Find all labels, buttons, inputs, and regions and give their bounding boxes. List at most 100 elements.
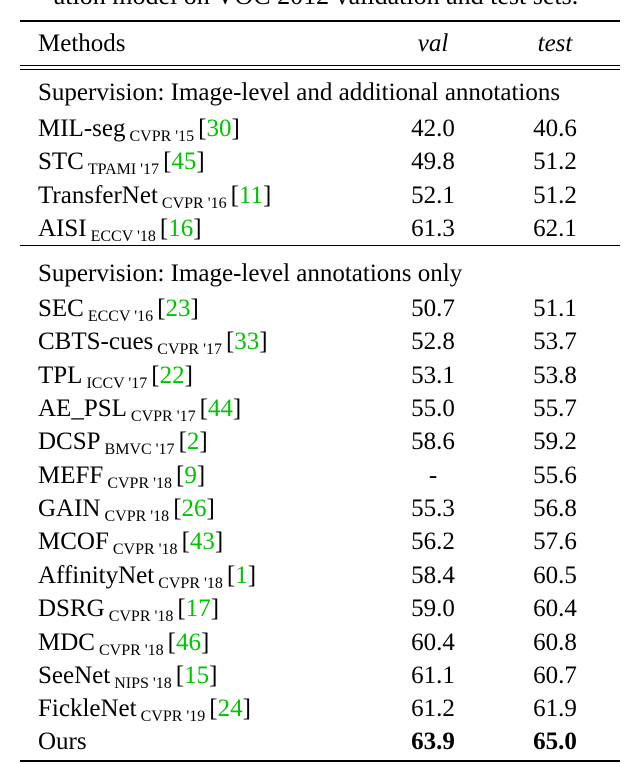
table-row: AISI ECCV '18 [16] 61.3 62.1 xyxy=(38,212,618,245)
table-row: GAIN CVPR '18 [26] 55.3 56.8 xyxy=(38,492,618,525)
test-cell: 57.6 xyxy=(533,528,577,556)
citation-link[interactable]: 43 xyxy=(189,528,215,556)
val-cell: 42.0 xyxy=(411,115,455,142)
venue-subscript: TPAMI '17 xyxy=(87,161,160,179)
method-cell: TPL ICCV '17 [22] xyxy=(38,359,193,395)
cite-open-bracket: [ xyxy=(176,461,185,489)
cite-close-bracket: ] xyxy=(262,181,272,209)
header-row: Methods val test xyxy=(38,27,618,60)
method-cell: AISI ECCV '18 [16] xyxy=(38,212,202,248)
val-cell: 55.0 xyxy=(411,395,455,423)
method-name: CBTS-cues xyxy=(38,328,154,356)
method-name: DCSP xyxy=(38,428,101,456)
method-name: STC xyxy=(38,148,84,176)
venue-subscript: CVPR '18 xyxy=(158,574,223,592)
bottom-rule xyxy=(20,760,620,762)
method-name: DSRG xyxy=(38,595,105,623)
val-cell: 60.4 xyxy=(411,628,455,656)
venue-subscript: CVPR '15 xyxy=(129,128,195,145)
val-cell: 61.1 xyxy=(411,661,455,689)
cite-open-bracket: [ xyxy=(167,628,176,656)
cite-open-bracket: [ xyxy=(163,148,172,176)
venue-subscript: CVPR '17 xyxy=(130,408,196,426)
top-rule xyxy=(20,20,620,22)
method-name: MEFF xyxy=(38,461,104,489)
table-row: STC TPAMI '17 [45] 49.8 51.2 xyxy=(38,145,618,178)
cite-close-bracket: ] xyxy=(242,695,251,723)
cite-open-bracket: [ xyxy=(177,595,186,623)
citation-link[interactable]: 33 xyxy=(234,328,260,356)
citation-link[interactable]: 1 xyxy=(235,561,248,589)
header-double-rule-bottom xyxy=(20,69,620,70)
cite-close-bracket: ] xyxy=(190,295,199,322)
cite-close-bracket: ] xyxy=(196,148,205,176)
method-name: TPL xyxy=(38,361,83,389)
method-cell: MEFF CVPR '18 [9] xyxy=(38,459,205,495)
citation-link[interactable]: 9 xyxy=(184,461,197,489)
method-cell: DSRG CVPR '18 [17] xyxy=(38,592,219,628)
cite-close-bracket: ] xyxy=(206,495,215,523)
val-cell: 52.8 xyxy=(411,328,455,356)
method-cell: MDC CVPR '18 [46] xyxy=(38,626,209,662)
method-cell: AE_PSL CVPR '17 [44] xyxy=(38,392,241,428)
test-cell: 53.8 xyxy=(533,361,577,389)
method-cell: MIL-seg CVPR '15 [30] xyxy=(38,112,240,148)
val-cell: 61.3 xyxy=(411,215,455,243)
citation-link[interactable]: 24 xyxy=(217,695,243,723)
ours-test: 65.0 xyxy=(533,728,577,755)
test-cell: 40.6 xyxy=(533,115,577,142)
citation-link[interactable]: 45 xyxy=(171,148,197,176)
citation-link[interactable]: 30 xyxy=(206,115,232,142)
table-row: DCSP BMVC '17 [2] 58.6 59.2 xyxy=(38,425,618,458)
test-cell: 61.9 xyxy=(533,695,577,723)
cite-close-bracket: ] xyxy=(184,361,193,389)
citation-link[interactable]: 23 xyxy=(165,295,191,322)
cite-open-bracket: [ xyxy=(225,328,235,356)
method-name: SEC xyxy=(38,295,84,322)
method-cell: SEC ECCV '16 [23] xyxy=(38,292,199,328)
citation-link[interactable]: 11 xyxy=(238,181,263,209)
test-cell: 51.2 xyxy=(533,148,577,176)
method-name: MDC xyxy=(38,628,95,656)
citation-link[interactable]: 15 xyxy=(184,661,210,689)
table-row: DSRG CVPR '18 [17] 59.0 60.4 xyxy=(38,592,618,625)
test-cell: 51.1 xyxy=(533,295,577,322)
test-cell: 53.7 xyxy=(533,328,577,356)
citation-link[interactable]: 22 xyxy=(159,361,185,389)
table-row: CBTS-cues CVPR '17 [33] 52.8 53.7 xyxy=(38,325,618,358)
val-cell: 53.1 xyxy=(411,361,455,389)
table-row: TransferNet CVPR '16 [11] 52.1 51.2 xyxy=(38,179,618,212)
section-title-additional: Supervision: Image-level and additional … xyxy=(38,79,561,106)
method-name: AE_PSL xyxy=(38,395,127,423)
venue-subscript: ICCV '17 xyxy=(86,374,148,392)
method-cell: FickleNet CVPR '19 [24] xyxy=(38,692,251,728)
method-name: SeeNet xyxy=(38,661,111,689)
citation-link[interactable]: 16 xyxy=(168,215,194,243)
table-row: AE_PSL CVPR '17 [44] 55.0 55.7 xyxy=(38,392,618,425)
cite-close-bracket: ] xyxy=(199,428,208,456)
cite-open-bracket: [ xyxy=(230,181,239,209)
method-cell: TransferNet CVPR '16 [11] xyxy=(38,179,271,215)
cite-close-bracket: ] xyxy=(247,561,257,589)
val-cell: 50.7 xyxy=(411,295,455,322)
header-val: val xyxy=(417,30,449,57)
cite-close-bracket: ] xyxy=(200,628,210,656)
cite-close-bracket: ] xyxy=(232,395,242,423)
section-title-image-only: Supervision: Image-level annotations onl… xyxy=(38,260,463,287)
method-name: MCOF xyxy=(38,528,109,556)
citation-link[interactable]: 26 xyxy=(181,495,207,523)
citation-link[interactable]: 46 xyxy=(175,628,201,656)
test-cell: 56.8 xyxy=(533,495,577,523)
cite-open-bracket: [ xyxy=(178,428,187,456)
method-cell: AffinityNet CVPR '18 [1] xyxy=(38,559,256,595)
venue-subscript: CVPR '18 xyxy=(112,541,178,559)
venue-subscript: CVPR '18 xyxy=(104,508,170,526)
citation-link[interactable]: 44 xyxy=(207,395,233,423)
citation-link[interactable]: 2 xyxy=(186,428,200,456)
cite-open-bracket: [ xyxy=(175,661,185,689)
citation-link[interactable]: 17 xyxy=(185,595,211,623)
method-name: FickleNet xyxy=(38,695,137,723)
test-cell: 62.1 xyxy=(533,215,577,243)
ours-method: Ours xyxy=(38,728,87,755)
table-row: MDC CVPR '18 [46] 60.4 60.8 xyxy=(38,626,618,659)
